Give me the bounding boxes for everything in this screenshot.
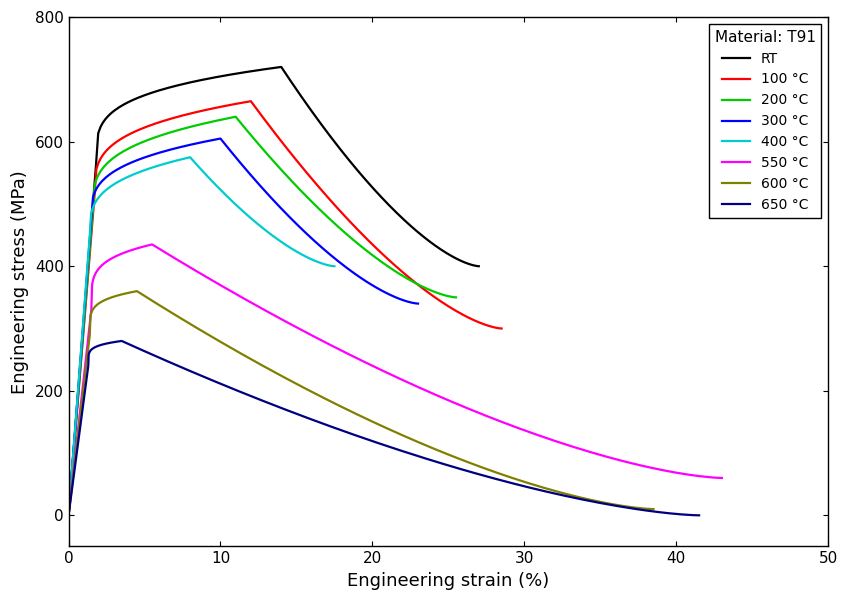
- Line: 650 °C: 650 °C: [69, 341, 699, 515]
- RT: [64, 511, 74, 519]
- 650 °C: [116, 337, 127, 344]
- 550 °C: [147, 241, 157, 248]
- 400 °C: [226, 197, 236, 204]
- 550 °C: [683, 471, 693, 478]
- 400 °C: [329, 263, 340, 270]
- 400 °C: [185, 154, 195, 161]
- 300 °C: [64, 511, 74, 519]
- 100 °C: [347, 221, 357, 228]
- 100 °C: [497, 325, 507, 332]
- RT: [332, 142, 342, 149]
- 200 °C: [127, 143, 138, 150]
- Y-axis label: Engineering stress (MPa): Engineering stress (MPa): [11, 170, 29, 394]
- 650 °C: [280, 406, 290, 413]
- Legend: RT, 100 °C, 200 °C, 300 °C, 400 °C, 550 °C, 600 °C, 650 °C: RT, 100 °C, 200 °C, 300 °C, 400 °C, 550 …: [709, 24, 821, 218]
- 400 °C: [139, 166, 149, 174]
- 100 °C: [174, 113, 184, 120]
- 100 °C: [481, 322, 492, 329]
- 100 °C: [245, 97, 256, 105]
- 550 °C: [377, 367, 387, 374]
- 550 °C: [717, 474, 727, 481]
- 300 °C: [156, 148, 166, 156]
- RT: [143, 91, 153, 98]
- 300 °C: [295, 224, 306, 231]
- Line: 200 °C: 200 °C: [69, 117, 456, 515]
- 650 °C: [93, 343, 103, 350]
- 300 °C: [401, 297, 411, 305]
- 400 °C: [244, 213, 254, 220]
- 650 °C: [694, 511, 704, 519]
- 200 °C: [437, 291, 447, 298]
- 200 °C: [451, 294, 461, 301]
- 600 °C: [64, 511, 74, 519]
- 100 °C: [132, 127, 143, 134]
- 550 °C: [308, 332, 318, 340]
- Line: 550 °C: 550 °C: [69, 245, 722, 515]
- RT: [276, 63, 286, 70]
- 100 °C: [317, 187, 327, 194]
- 600 °C: [340, 405, 351, 412]
- 600 °C: [75, 418, 85, 426]
- Line: 600 °C: 600 °C: [69, 291, 654, 515]
- 600 °C: [132, 287, 142, 294]
- Line: 100 °C: 100 °C: [69, 101, 502, 515]
- 200 °C: [76, 354, 87, 361]
- 650 °C: [101, 340, 111, 347]
- RT: [77, 331, 87, 338]
- 650 °C: [64, 511, 74, 519]
- 650 °C: [350, 432, 360, 439]
- 100 °C: [64, 511, 74, 519]
- 200 °C: [319, 211, 329, 218]
- 300 °C: [413, 300, 423, 307]
- RT: [462, 260, 472, 267]
- 600 °C: [98, 297, 108, 305]
- 650 °C: [74, 435, 84, 442]
- 200 °C: [64, 511, 74, 519]
- 600 °C: [617, 502, 627, 510]
- 600 °C: [649, 505, 659, 513]
- 600 °C: [278, 373, 288, 380]
- RT: [192, 78, 202, 85]
- 300 °C: [271, 200, 281, 207]
- 550 °C: [64, 511, 74, 519]
- Line: RT: RT: [69, 67, 479, 515]
- 400 °C: [113, 178, 123, 186]
- 300 °C: [122, 160, 132, 168]
- 400 °C: [75, 367, 85, 374]
- 550 °C: [103, 257, 113, 264]
- 200 °C: [293, 184, 303, 191]
- 100 °C: [76, 347, 87, 355]
- 400 °C: [64, 511, 74, 519]
- 200 °C: [166, 129, 176, 136]
- 650 °C: [659, 509, 669, 516]
- Line: 300 °C: 300 °C: [69, 139, 418, 515]
- 600 °C: [110, 293, 121, 300]
- 200 °C: [231, 113, 241, 120]
- 300 °C: [76, 359, 86, 366]
- 300 °C: [216, 135, 226, 142]
- 550 °C: [76, 406, 86, 413]
- RT: [474, 263, 484, 270]
- RT: [356, 171, 366, 178]
- X-axis label: Engineering strain (%): Engineering strain (%): [347, 572, 549, 590]
- Line: 400 °C: 400 °C: [69, 157, 335, 515]
- 550 °C: [120, 249, 130, 256]
- 400 °C: [321, 261, 331, 268]
